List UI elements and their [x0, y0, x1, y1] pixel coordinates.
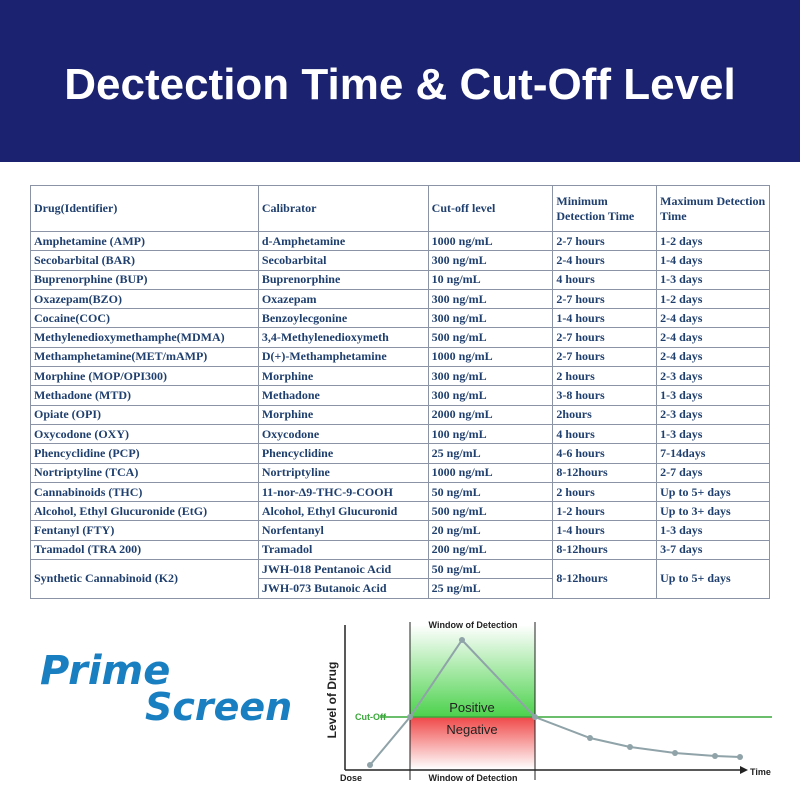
curve-dots: [367, 637, 743, 768]
table-row: Tramadol (TRA 200) Tramadol 200 ng/mL 8-12h…: [30, 539, 770, 561]
table-row: Opiate (OPI) Morphine 2000 ng/mL 2hours 2-3 …: [30, 404, 770, 425]
table-cell: 3-7 days: [656, 539, 770, 561]
table-row: Phencyclidine (PCP) Phencyclidine 25 ng/mL…: [30, 443, 770, 464]
table-cell: D(+)-Methamphetamine: [257, 346, 429, 368]
table-row: Methadone (MTD) Methadone 300 ng/mL 3-8 hou…: [30, 385, 770, 406]
time-label: Time: [750, 767, 771, 777]
table-cell: 11-nor-Δ9-THC-9-COOH: [257, 481, 429, 503]
table-cell: Opiate (OPI): [30, 404, 259, 425]
table-cell: 2-4 hours: [552, 250, 658, 271]
cutoff-label: Cut-Off: [355, 712, 387, 722]
table-cell: Benzoylecgonine: [257, 308, 429, 329]
table-cell: Methylenedioxymethamphe(MDMA): [30, 327, 259, 348]
header-title: Dectection Time & Cut-Off Level: [0, 0, 800, 162]
table-cell: 25 ng/mL: [427, 578, 554, 599]
negative-zone: [410, 717, 535, 769]
dose-label: Dose: [340, 773, 362, 783]
table-cell: Nortriptyline (TCA): [30, 462, 259, 483]
table-row: Morphine (MOP/OPI300) Morphine 300 ng/mL 2 …: [30, 366, 770, 387]
table-cell: 50 ng/mL: [427, 559, 554, 580]
detection-table: Drug(Identifier) Calibrator Cut-off level M…: [30, 185, 770, 599]
table-row: Drug(Identifier) Calibrator Cut-off level M…: [30, 185, 770, 232]
table-cell: Cocaine(COC): [30, 308, 259, 329]
table-cell: 2 hours: [552, 366, 658, 387]
table-cell: Phencyclidine: [257, 443, 429, 464]
table-cell: Up to 5+ days: [656, 559, 770, 599]
table-row: Nortriptyline (TCA) Nortriptyline 1000 ng/…: [30, 462, 770, 483]
table-cell: Synthetic Cannabinoid (K2): [30, 559, 259, 599]
table-cell: 2-7 hours: [552, 230, 658, 252]
table-cell: 8-12hours: [552, 539, 658, 561]
table-row: Buprenorphine (BUP) Buprenorphine 10 ng/mL…: [30, 269, 770, 290]
logo-text: Screen: [145, 685, 293, 729]
table-cell: 2-3 days: [656, 404, 770, 425]
table-cell: 2hours: [552, 404, 658, 425]
table-cell: Cut-off level: [427, 185, 554, 232]
table-cell: 2000 ng/mL: [427, 404, 554, 425]
table-cell: JWH-073 Butanoic Acid: [257, 578, 429, 599]
table-cell: 300 ng/mL: [427, 366, 554, 387]
table-cell: Morphine (MOP/OPI300): [30, 366, 259, 387]
table-cell: 8-12hours: [552, 559, 658, 599]
table-cell: Norfentanyl: [257, 520, 429, 541]
table-cell: Maximum Detection Time: [656, 185, 770, 232]
window-label: Window of Detection: [429, 773, 518, 783]
table-cell: 25 ng/mL: [427, 443, 554, 464]
table-row: Synthetic Cannabinoid (K2) JWH-018 Pentan…: [30, 559, 770, 599]
table-cell: 1-2 days: [656, 288, 770, 310]
table-row: Methamphetamine(MET/mAMP) D(+)-Methamphet…: [30, 346, 770, 368]
table-cell: 1-3 days: [656, 385, 770, 406]
negative-label: Negative: [446, 722, 497, 737]
table-cell: 4 hours: [552, 269, 658, 290]
table-cell: Up to 5+ days: [656, 481, 770, 503]
table-cell: Tramadol: [257, 539, 429, 561]
axis-arrow: [740, 766, 748, 774]
table-row: JWH-073 Butanoic Acid 25 ng/mL: [31, 578, 770, 599]
table-cell: 300 ng/mL: [427, 385, 554, 406]
table-cell: Oxazepam(BZO): [30, 288, 259, 310]
table-row: Fentanyl (FTY) Norfentanyl 20 ng/mL 1-4 hou…: [30, 520, 770, 541]
table-cell: 300 ng/mL: [427, 308, 554, 329]
table-cell: Fentanyl (FTY): [30, 520, 259, 541]
table-cell: Drug(Identifier): [30, 185, 259, 232]
window-label: Window of Detection: [429, 620, 518, 630]
table-cell: Alcohol, Ethyl Glucuronid: [257, 501, 429, 522]
table-row: Cocaine(COC) Benzoylecgonine 300 ng/mL 1-4 …: [30, 308, 770, 329]
table-cell: Oxycodone: [257, 423, 429, 445]
table-cell: 1-3 days: [656, 269, 770, 290]
positive-label: Positive: [449, 700, 495, 715]
table-row: Secobarbital (BAR) Secobarbital 300 ng/mL 2…: [30, 250, 770, 271]
positive-zone: [410, 625, 535, 717]
logo-text: Prime: [40, 648, 171, 694]
table-cell: Methadone (MTD): [30, 385, 259, 406]
table-cell: Buprenorphine: [257, 269, 429, 290]
table-cell: Up to 3+ days: [656, 501, 770, 522]
table-cell: 500 ng/mL: [427, 327, 554, 348]
table-cell: Tramadol (TRA 200): [30, 539, 259, 561]
y-label: Level of Drug: [325, 662, 339, 739]
table-cell: Oxazepam: [257, 288, 429, 310]
table-cell: 2-7 hours: [552, 346, 658, 368]
